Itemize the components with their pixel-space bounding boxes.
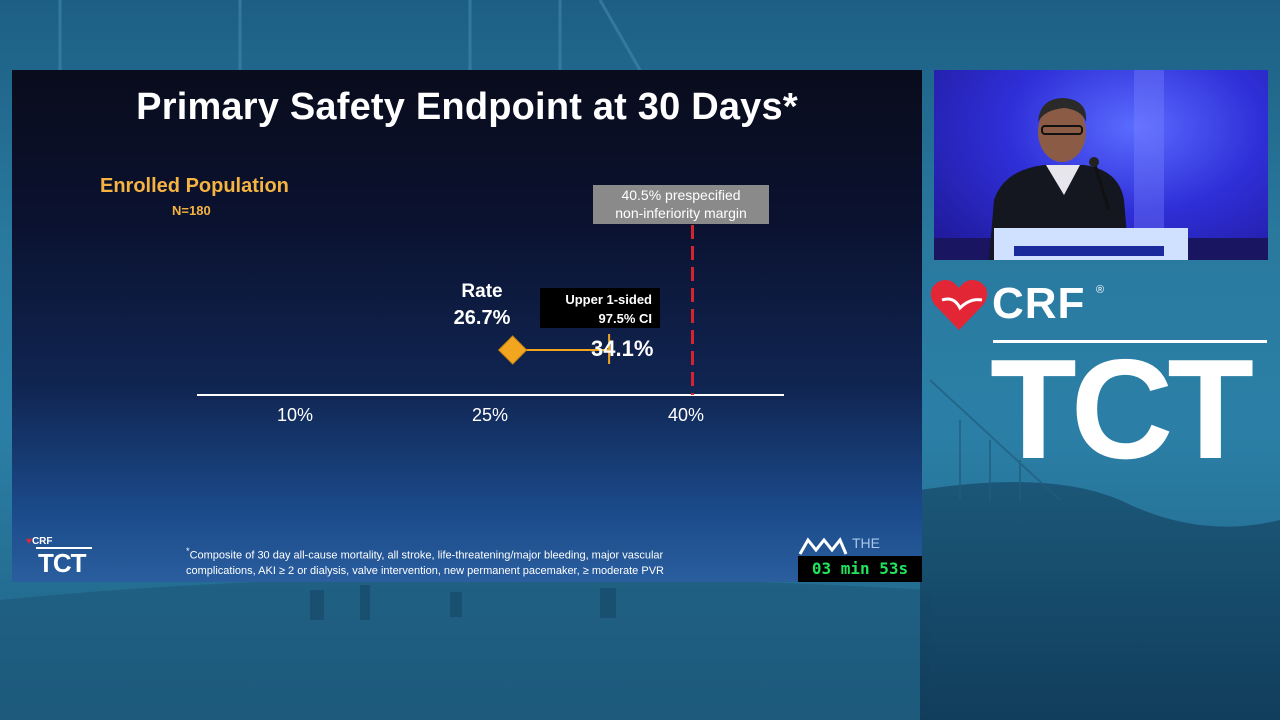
corner-logo-text: THE: [852, 535, 880, 551]
ci-label-line1: Upper 1-sided: [565, 292, 652, 307]
crf-heart-icon: [930, 280, 988, 330]
tct-logo-text: TCT: [990, 330, 1254, 489]
footnote-mark: *: [186, 546, 190, 556]
ci-label-box: Upper 1-sided 97.5% CI: [540, 288, 660, 328]
crf-logo-text: CRF: [992, 279, 1086, 328]
margin-note-line2: non-inferiority margin: [615, 205, 747, 221]
axis-tick-25: 25%: [471, 405, 509, 425]
forest-plot: [197, 225, 784, 396]
mountain-logo-icon: [798, 537, 848, 555]
ci-label-line2: 97.5% CI: [598, 311, 652, 326]
footnote-line2: complications, AKI ≥ 2 or dialysis, valv…: [186, 564, 664, 577]
axis-tick-40: 40%: [667, 405, 705, 425]
speaker-image: [934, 70, 1268, 260]
slide-logo-divider: [36, 547, 92, 549]
rate-value: 26.7%: [453, 307, 511, 329]
slide-footnote: *Composite of 30 day all-cause mortality…: [186, 544, 746, 579]
slide-crf-logo: ♥CRF: [26, 536, 53, 547]
slide-title: Primary Safety Endpoint at 30 Days*: [136, 86, 798, 128]
presentation-timer: 03 min 53s: [798, 556, 922, 582]
registered-mark: ®: [1096, 284, 1105, 296]
speaker-video: [934, 70, 1268, 260]
brand-divider: [993, 340, 1267, 343]
presentation-slide: Primary Safety Endpoint at 30 Days* Enro…: [12, 70, 922, 582]
margin-note: 40.5% prespecified non-inferiority margi…: [593, 185, 769, 224]
ci-value: 34.1%: [591, 336, 654, 361]
margin-note-line1: 40.5% prespecified: [621, 187, 741, 203]
rate-label: Rate: [461, 281, 503, 302]
heart-icon: ♥: [26, 536, 32, 547]
population-n: N=180: [172, 203, 211, 218]
rate-point: [497, 335, 528, 365]
slide-tct-logo: TCT: [38, 548, 87, 578]
population-label: Enrolled Population: [100, 175, 289, 197]
footnote-line1: Composite of 30 day all-cause mortality,…: [189, 549, 664, 562]
axis-tick-10: 10%: [276, 405, 314, 425]
